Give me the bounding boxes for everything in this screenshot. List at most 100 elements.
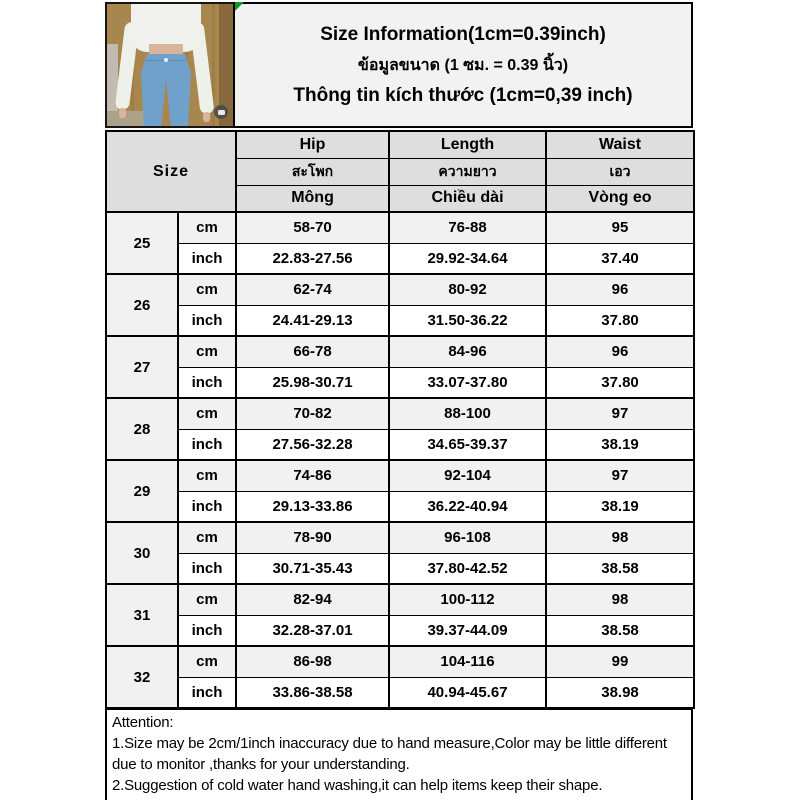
attention-note-2: 2.Suggestion of cold water hand washing,… [112, 777, 603, 794]
unit-label: inch [176, 490, 238, 523]
unit-label: cm [176, 273, 238, 306]
table-row: inch 24.41-29.13 31.50-36.22 37.80 [106, 304, 696, 337]
table-row: 31 cm 82-94 100-112 98 [105, 583, 696, 647]
model-jeans [141, 54, 191, 126]
hip-cm: 62-74 [235, 273, 391, 306]
waist-inch: 37.40 [545, 242, 696, 275]
size-value: 31 [105, 583, 179, 647]
title-line-vietnamese: Thông tin kích thước (1cm=0,39 inch) [293, 84, 633, 106]
waist-inch: 37.80 [545, 304, 696, 337]
size-value: 29 [105, 459, 179, 523]
size-value: 27 [105, 335, 179, 399]
table-row: inch 29.13-33.86 36.22-40.94 38.19 [106, 490, 696, 523]
photo-wall-strip [107, 44, 118, 126]
waist-cm: 97 [545, 459, 696, 492]
col-header-length-en: Length [388, 130, 548, 159]
hip-cm: 82-94 [235, 583, 391, 616]
hip-cm: 70-82 [235, 397, 391, 430]
table-row: 29 cm 74-86 92-104 97 [105, 459, 696, 523]
table-row: 25 cm 58-70 76-88 95 [105, 211, 696, 275]
length-inch: 34.65-39.37 [388, 428, 548, 461]
size-value: 26 [105, 273, 179, 337]
table-row: 32 cm 86-98 104-116 99 [105, 645, 696, 709]
length-cm: 104-116 [388, 645, 548, 678]
table-row: inch 27.56-32.28 34.65-39.37 38.19 [106, 428, 696, 461]
table-row: 28 cm 70-82 88-100 97 [105, 397, 696, 461]
unit-label: inch [176, 428, 238, 461]
table-row: 27 cm 66-78 84-96 96 [105, 335, 696, 399]
hip-inch: 25.98-30.71 [235, 366, 391, 399]
product-photo [105, 2, 235, 128]
table-row: inch 22.83-27.56 29.92-34.64 37.40 [106, 242, 696, 275]
length-cm: 96-108 [388, 521, 548, 554]
unit-label: cm [176, 211, 238, 244]
col-header-waist-vi: Vòng eo [545, 184, 696, 213]
col-header-hip-th: สะโพก [235, 157, 391, 186]
unit-label: inch [176, 552, 238, 585]
col-header-waist-th: เอว [545, 157, 696, 186]
length-inch: 33.07-37.80 [388, 366, 548, 399]
hip-inch: 30.71-35.43 [235, 552, 391, 585]
length-inch: 40.94-45.67 [388, 676, 548, 709]
waist-cm: 96 [545, 335, 696, 368]
hip-cm: 58-70 [235, 211, 391, 244]
hip-inch: 33.86-38.58 [235, 676, 391, 709]
length-inch: 36.22-40.94 [388, 490, 548, 523]
table-row: inch 30.71-35.43 37.80-42.52 38.58 [106, 552, 696, 585]
size-value: 32 [105, 645, 179, 709]
model-right-hand [203, 112, 210, 122]
unit-label: cm [176, 459, 238, 492]
hip-inch: 29.13-33.86 [235, 490, 391, 523]
hip-cm: 78-90 [235, 521, 391, 554]
unit-label: inch [176, 676, 238, 709]
attention-title: Attention: [112, 714, 174, 731]
size-value: 30 [105, 521, 179, 585]
waist-inch: 37.80 [545, 366, 696, 399]
col-header-length-th: ความยาว [388, 157, 548, 186]
col-header-waist-en: Waist [545, 130, 696, 159]
table-row: 30 cm 78-90 96-108 98 [105, 521, 696, 585]
title-line-english: Size Information(1cm=0.39inch) [320, 23, 606, 45]
waist-cm: 99 [545, 645, 696, 678]
length-inch: 31.50-36.22 [388, 304, 548, 337]
photo-wood-shadow [219, 4, 233, 126]
attention-box: Attention: 1.Size may be 2cm/1inch inacc… [105, 708, 693, 800]
corner-marker-icon [235, 2, 244, 11]
model-left-hand [119, 108, 126, 118]
col-header-hip-en: Hip [235, 130, 391, 159]
hip-inch: 22.83-27.56 [235, 242, 391, 275]
table-row: inch 32.28-37.01 39.37-44.09 38.58 [106, 614, 696, 647]
waist-inch: 38.19 [545, 428, 696, 461]
length-inch: 39.37-44.09 [388, 614, 548, 647]
table-row: 26 cm 62-74 80-92 96 [105, 273, 696, 337]
length-cm: 76-88 [388, 211, 548, 244]
title-line-thai: ข้อมูลขนาด (1 ซม. = 0.39 นิ้ว) [357, 56, 569, 74]
length-inch: 29.92-34.64 [388, 242, 548, 275]
length-cm: 80-92 [388, 273, 548, 306]
size-header-cell: Size [104, 130, 238, 213]
waist-inch: 38.98 [545, 676, 696, 709]
model-midriff [149, 44, 183, 57]
length-cm: 100-112 [388, 583, 548, 616]
hip-inch: 24.41-29.13 [235, 304, 391, 337]
waist-inch: 38.58 [545, 614, 696, 647]
length-cm: 88-100 [388, 397, 548, 430]
unit-label: cm [176, 645, 238, 678]
hip-inch: 27.56-32.28 [235, 428, 391, 461]
col-header-hip-vi: Mông [235, 184, 391, 213]
size-value: 25 [105, 211, 179, 275]
waist-cm: 97 [545, 397, 696, 430]
waist-inch: 38.58 [545, 552, 696, 585]
waist-cm: 96 [545, 273, 696, 306]
waist-cm: 98 [545, 583, 696, 616]
length-inch: 37.80-42.52 [388, 552, 548, 585]
size-table: Size Hip Length Waist สะโพก ความยาว เอว … [104, 130, 696, 709]
unit-label: cm [176, 397, 238, 430]
table-row: inch 25.98-30.71 33.07-37.80 37.80 [106, 366, 696, 399]
unit-label: inch [176, 614, 238, 647]
hip-cm: 74-86 [235, 459, 391, 492]
unit-label: inch [176, 304, 238, 337]
table-row: inch 33.86-38.58 40.94-45.67 38.98 [106, 676, 696, 709]
waist-cm: 95 [545, 211, 696, 244]
